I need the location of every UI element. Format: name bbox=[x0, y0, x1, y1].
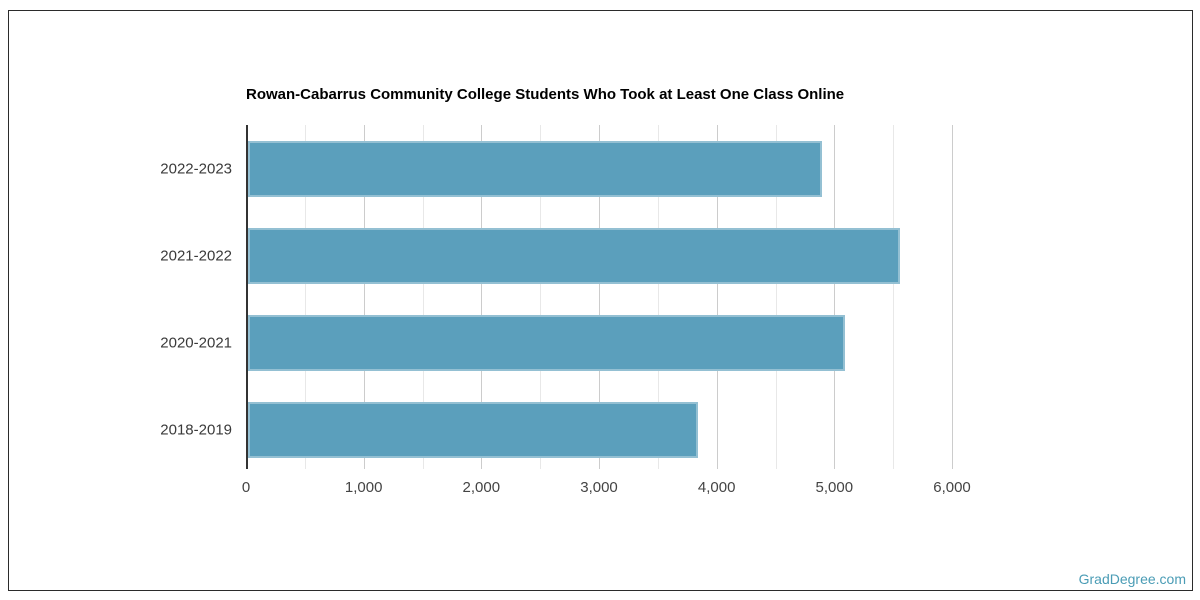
gridline bbox=[834, 125, 836, 469]
gridline bbox=[775, 125, 777, 469]
y-axis-label: 2020-2021 bbox=[160, 334, 232, 352]
bar-2020-2021 bbox=[248, 315, 846, 371]
x-axis-label: 2,000 bbox=[462, 479, 501, 496]
bar-2021-2022 bbox=[248, 228, 900, 284]
x-axis-label: 0 bbox=[241, 479, 251, 496]
gridline bbox=[422, 125, 424, 469]
y-axis-label: 2018-2019 bbox=[160, 421, 232, 439]
x-axis-labels: 0 1,000 2,000 3,000 4,000 5,000 6,000 bbox=[242, 479, 971, 499]
gridline bbox=[952, 125, 953, 469]
gridline bbox=[304, 125, 306, 469]
gridline bbox=[716, 125, 718, 469]
gridline bbox=[540, 125, 542, 469]
bar-2022-2023 bbox=[248, 141, 823, 197]
y-axis-label: 2022-2023 bbox=[160, 160, 232, 178]
bar-2018-2019 bbox=[248, 402, 698, 458]
chart-frame bbox=[8, 10, 1193, 591]
gridline bbox=[363, 125, 365, 469]
y-axis-line bbox=[246, 125, 248, 469]
y-axis-label: 2021-2022 bbox=[160, 247, 232, 265]
x-axis-label: 3,000 bbox=[580, 479, 618, 496]
gridline bbox=[599, 125, 600, 469]
plot-area bbox=[246, 125, 953, 469]
chart-title: Rowan-Cabarrus Community College Student… bbox=[246, 86, 845, 103]
gridline bbox=[657, 125, 659, 469]
gridline bbox=[893, 125, 895, 469]
y-axis-labels: 2022-2023 2021-2022 2020-2021 2018-2019 bbox=[0, 125, 232, 469]
x-axis-label: 5,000 bbox=[815, 479, 854, 496]
x-axis-label: 6,000 bbox=[933, 479, 971, 496]
watermark-link[interactable]: GradDegree.com bbox=[1078, 571, 1186, 587]
x-axis-label: 4,000 bbox=[697, 479, 736, 496]
x-axis-label: 1,000 bbox=[344, 479, 383, 496]
gridline bbox=[481, 125, 483, 469]
